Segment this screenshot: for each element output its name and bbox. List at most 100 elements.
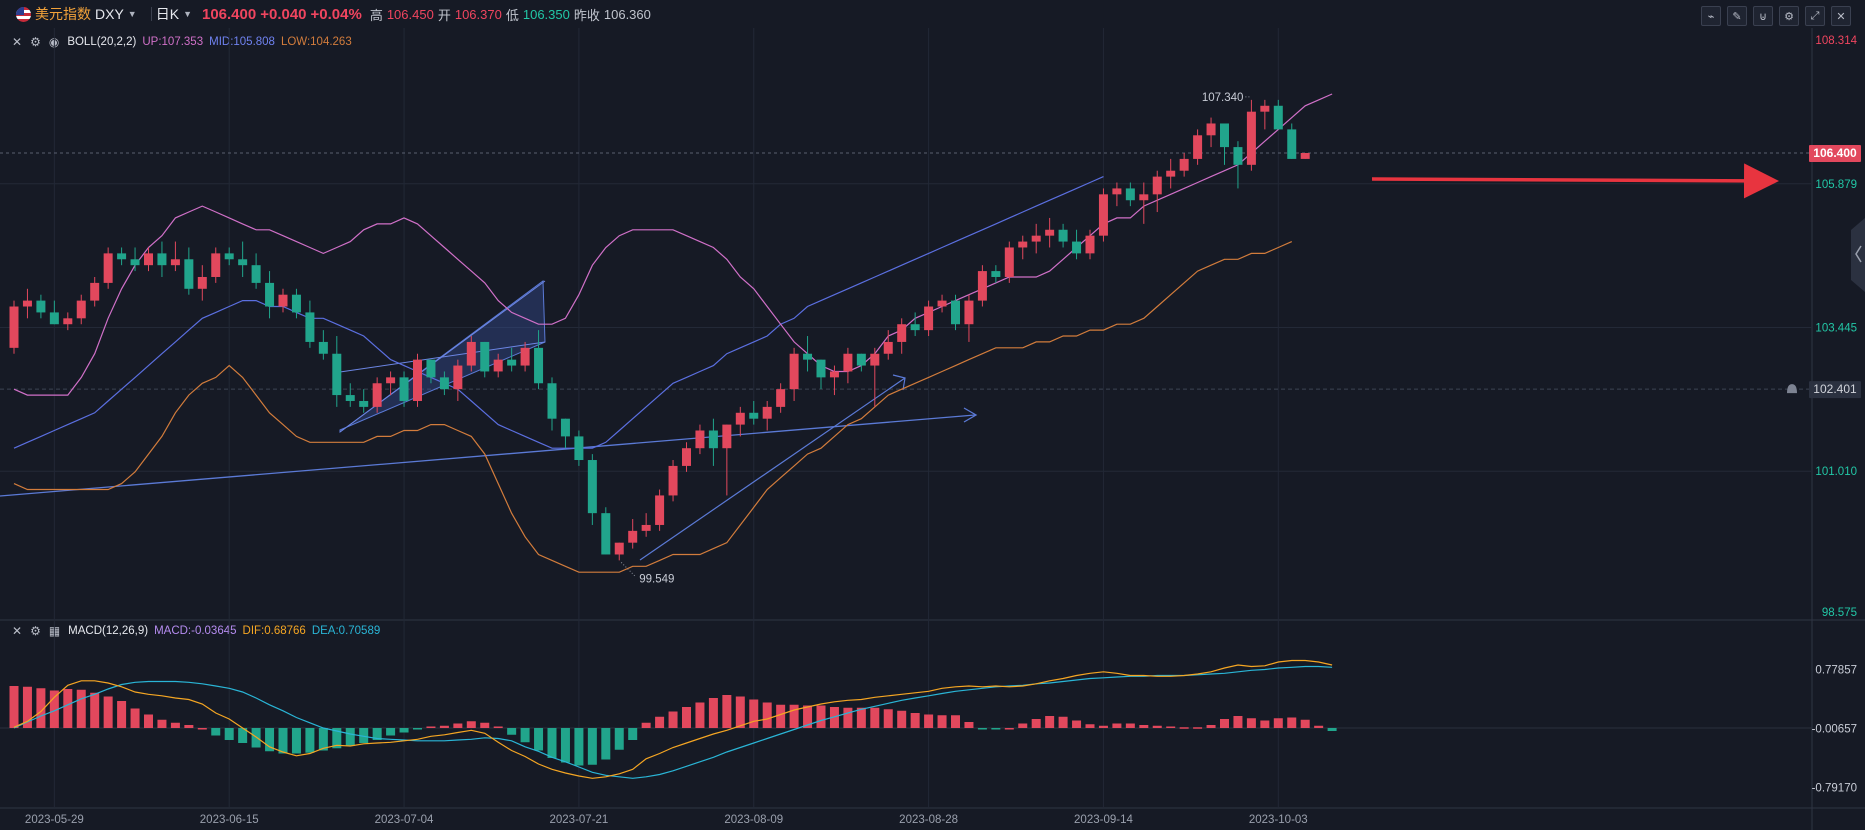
alert-price-tag xyxy=(1809,381,1861,399)
last-price-tag-label: 106.400 xyxy=(1813,146,1857,160)
trend-line[interactable] xyxy=(639,377,906,561)
macd-bar xyxy=(964,722,974,728)
candle-body xyxy=(668,465,678,496)
macd-tick-label: 0.77857 xyxy=(1815,665,1857,677)
candle-body xyxy=(507,359,517,366)
chevron-left-icon xyxy=(1855,245,1862,263)
close-icon[interactable]: ✕ xyxy=(12,35,23,49)
candle-body xyxy=(1206,123,1216,136)
settings-icon[interactable]: ⚙ xyxy=(30,35,41,49)
candle-body xyxy=(117,253,127,260)
candle-body xyxy=(803,353,813,360)
boll-mid-value: MID:105.808 xyxy=(209,36,275,48)
macd-tick-label: -0.79170 xyxy=(1812,782,1857,794)
trend-line[interactable] xyxy=(0,414,976,497)
macd-bar xyxy=(897,710,907,728)
period-selector[interactable]: 日K xyxy=(155,6,180,22)
price-tick-label: 105.879 xyxy=(1815,179,1857,191)
macd-bar xyxy=(1152,725,1162,728)
pen-icon[interactable]: ✎ xyxy=(1727,6,1747,26)
macd-bar xyxy=(1139,725,1149,728)
open-label: 开 xyxy=(437,7,451,23)
arrow-head-icon xyxy=(892,374,906,391)
boll-legend: ✕ ⚙ ◉ BOLL(20,2,2) UP:107.353 MID:105.80… xyxy=(12,35,358,49)
close-icon[interactable]: ✕ xyxy=(1831,6,1851,26)
candle-body xyxy=(332,353,342,396)
magnet-icon[interactable]: ⊍ xyxy=(1753,6,1773,26)
divider xyxy=(150,7,152,21)
high-value: 106.450 xyxy=(386,6,434,22)
candle-body xyxy=(1112,188,1122,195)
candle-body xyxy=(413,359,422,401)
candle-body xyxy=(735,412,745,425)
boll-lines xyxy=(13,93,1333,573)
macd-bar xyxy=(36,688,46,728)
candle-body xyxy=(1260,105,1270,112)
candle-body xyxy=(708,430,718,449)
candle-body xyxy=(1220,123,1229,148)
macd-bar xyxy=(1273,718,1283,728)
macd-bar xyxy=(614,728,624,750)
macd-bar xyxy=(560,728,570,763)
macd-bar xyxy=(1327,728,1337,731)
date-tick-label: 2023-07-21 xyxy=(549,814,608,826)
candle-body xyxy=(1166,170,1176,177)
macd-bar xyxy=(829,707,839,728)
candle-body xyxy=(63,318,73,325)
macd-bar xyxy=(90,692,100,728)
candle-body xyxy=(291,294,301,313)
settings-icon[interactable]: ⚙ xyxy=(1779,6,1799,26)
candle-body xyxy=(144,253,153,266)
settings-icon[interactable]: ⚙ xyxy=(30,624,41,638)
fullscreen-icon[interactable]: ⤢ xyxy=(1805,6,1825,26)
channel-line[interactable] xyxy=(339,341,546,373)
candle-body xyxy=(547,383,557,419)
drawings xyxy=(0,280,978,561)
candle-body xyxy=(372,383,382,407)
macd-bar xyxy=(144,714,153,728)
macd-bar xyxy=(1300,719,1310,728)
price-tick-label: 101.010 xyxy=(1815,466,1857,478)
macd-bar xyxy=(1004,728,1014,730)
candle-body xyxy=(90,282,100,301)
macd-bar xyxy=(1112,723,1122,728)
macd-bar xyxy=(359,728,369,743)
candle-body xyxy=(534,347,544,384)
drawings xyxy=(1371,163,1779,199)
price-tick-label: 103.445 xyxy=(1815,322,1857,334)
chevron-down-icon[interactable]: ▼ xyxy=(127,9,137,19)
close-icon[interactable]: ✕ xyxy=(12,624,23,638)
candle-body xyxy=(628,530,638,543)
candle-body xyxy=(883,341,893,354)
candle-body xyxy=(1045,229,1055,236)
chevron-down-icon[interactable]: ▼ xyxy=(183,9,192,19)
candle-body xyxy=(1300,153,1310,159)
macd-bar xyxy=(9,686,19,728)
macd-bar xyxy=(695,702,705,728)
candle-body xyxy=(453,365,463,390)
low-annotation: 99.549 xyxy=(639,573,674,585)
macd-bar xyxy=(803,705,813,728)
candle-body xyxy=(1152,176,1162,195)
instrument-name[interactable]: 美元指数 xyxy=(35,6,91,22)
macd-bar xyxy=(574,728,584,766)
line-chart-icon[interactable]: ⌁ xyxy=(1701,6,1721,26)
toolbar: ⌁ ✎ ⊍ ⚙ ⤢ ✕ xyxy=(1701,6,1851,26)
candle-body xyxy=(157,253,167,266)
macd-bar xyxy=(251,728,261,748)
red-arrow-drawing[interactable] xyxy=(1371,163,1779,199)
candle-body xyxy=(1273,105,1283,130)
candle-body xyxy=(1031,235,1041,242)
candle-body xyxy=(359,400,369,407)
prev-close-label: 昨收 xyxy=(573,7,600,23)
macd-bar xyxy=(1287,717,1297,728)
macd-bar xyxy=(924,714,934,728)
side-panel-handle xyxy=(1851,218,1865,292)
macd-bar xyxy=(453,723,463,728)
candle-body xyxy=(399,377,409,401)
instrument-code[interactable]: DXY xyxy=(95,6,124,22)
high-annotation: 107.340 xyxy=(1202,92,1244,104)
instrument-header: 美元指数 DXY ▼ 日K ▼ 106.400 +0.040 +0.04% 高 … xyxy=(0,0,1865,28)
boll-upper-line xyxy=(13,93,1333,396)
